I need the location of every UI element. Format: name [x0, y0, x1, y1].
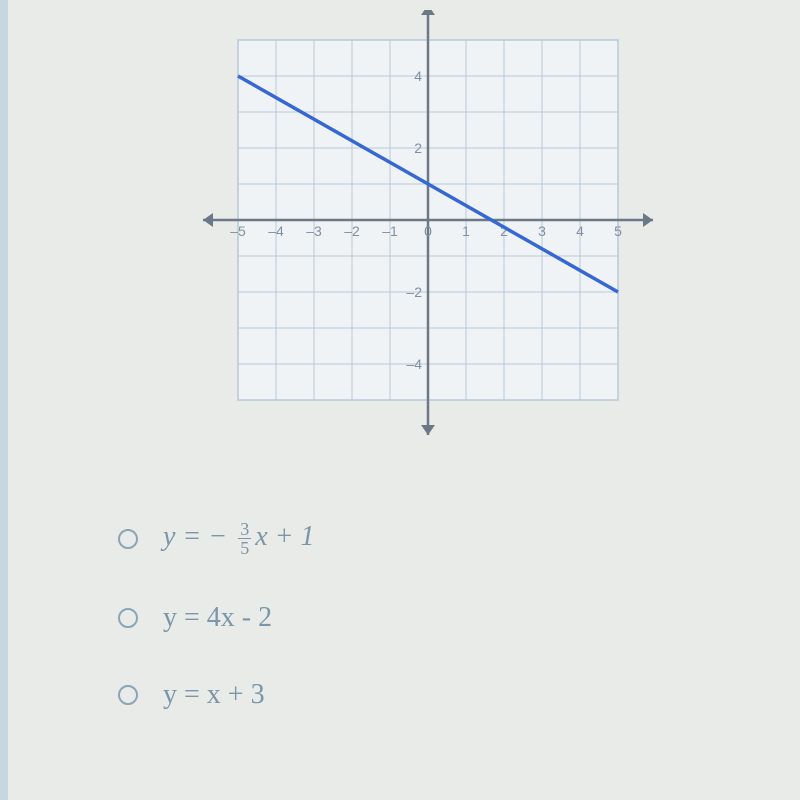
svg-text:–4: –4 — [406, 356, 422, 372]
svg-text:–4: –4 — [268, 223, 284, 239]
option-2-label: y = 4x - 2 — [163, 602, 272, 634]
answer-options: y = − 35x + 1 y = 4x - 2 y = x + 3 — [118, 520, 618, 756]
svg-text:4: 4 — [576, 223, 584, 239]
svg-text:–2: –2 — [344, 223, 360, 239]
svg-text:3: 3 — [538, 223, 546, 239]
radio-icon — [118, 608, 138, 628]
option-1[interactable]: y = − 35x + 1 — [118, 520, 618, 557]
svg-text:1: 1 — [462, 223, 470, 239]
svg-text:–5: –5 — [230, 223, 246, 239]
radio-icon — [118, 685, 138, 705]
option-1-label: y = − 35x + 1 — [163, 520, 315, 557]
svg-text:0: 0 — [424, 223, 432, 239]
svg-text:–3: –3 — [306, 223, 322, 239]
svg-text:5: 5 — [614, 223, 622, 239]
svg-text:4: 4 — [414, 68, 422, 84]
radio-icon — [118, 529, 138, 549]
svg-text:–1: –1 — [382, 223, 398, 239]
svg-text:2: 2 — [414, 140, 422, 156]
option-3[interactable]: y = x + 3 — [118, 679, 618, 711]
svg-text:–2: –2 — [406, 284, 422, 300]
option-3-label: y = x + 3 — [163, 679, 265, 711]
line-chart: –5–4–3–2–1012345–4–224 — [188, 10, 668, 450]
option-2[interactable]: y = 4x - 2 — [118, 602, 618, 634]
